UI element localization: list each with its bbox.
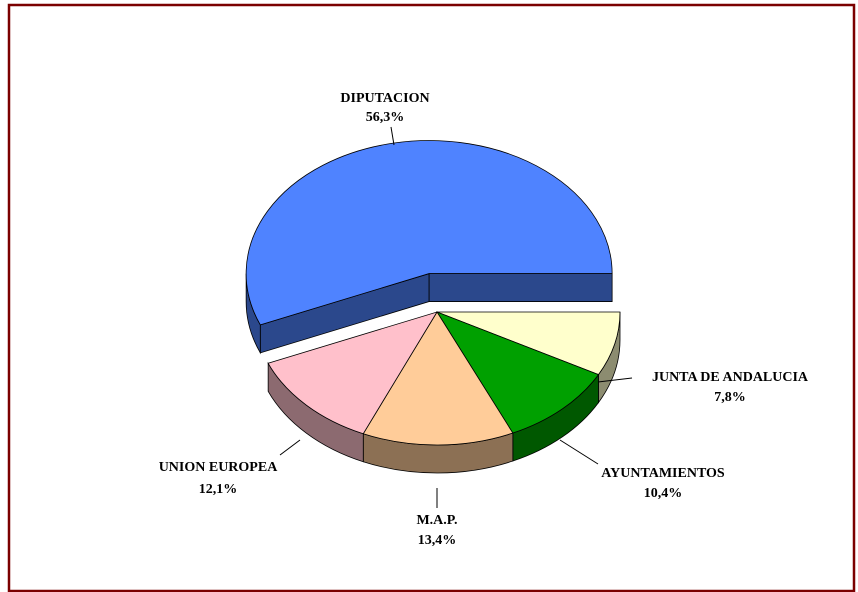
slice	[245, 140, 613, 326]
pie	[245, 140, 621, 474]
slice-label: UNION EUROPEA	[159, 460, 279, 475]
leader-line	[390, 126, 395, 146]
slice-value-label: 13,4%	[418, 533, 457, 548]
slice-value-label: 7,8%	[714, 390, 746, 405]
leader-line	[279, 439, 301, 456]
slice	[362, 311, 514, 446]
leader-line	[597, 377, 633, 383]
labels: JUNTA DE ANDALUCIA 7,8% AYUNTAMIENTOS 10,4%…	[159, 91, 809, 548]
slice-label: JUNTA DE ANDALUCIA	[652, 370, 809, 385]
slice-value-label: 10,4%	[644, 486, 683, 501]
slice-label: DIPUTACION	[340, 91, 429, 106]
slice	[436, 311, 600, 434]
slice-label: M.A.P.	[416, 513, 457, 528]
slice-value-label: 12,1%	[199, 482, 238, 497]
slice-face	[428, 273, 613, 302]
leader-line	[559, 439, 599, 465]
slice-label: AYUNTAMIENTOS	[601, 466, 725, 481]
slice-value-label: 56,3%	[366, 110, 405, 125]
slice	[267, 311, 438, 435]
